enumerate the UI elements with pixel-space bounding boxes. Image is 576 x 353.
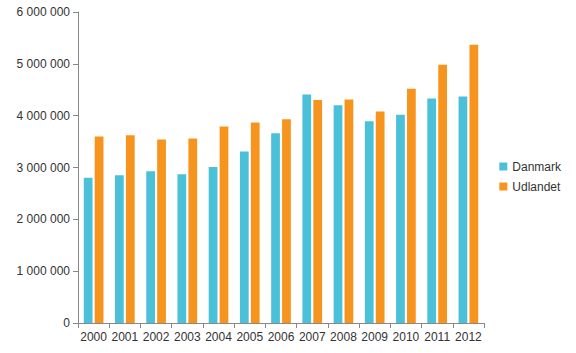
svg-text:2007: 2007 [299,330,326,344]
svg-text:Udlandet: Udlandet [512,180,561,194]
svg-text:2000: 2000 [80,330,107,344]
svg-text:6 000 000: 6 000 000 [17,5,71,19]
svg-text:2009: 2009 [361,330,388,344]
svg-text:2 000 000: 2 000 000 [17,212,71,226]
svg-text:5 000 000: 5 000 000 [17,57,71,71]
svg-text:0: 0 [63,316,70,330]
svg-text:2005: 2005 [236,330,263,344]
svg-text:2004: 2004 [205,330,232,344]
svg-text:3 000 000: 3 000 000 [17,161,71,175]
svg-text:2003: 2003 [174,330,201,344]
svg-text:4 000 000: 4 000 000 [17,109,71,123]
svg-text:Danmark: Danmark [512,160,562,174]
svg-text:2002: 2002 [143,330,170,344]
svg-text:2006: 2006 [268,330,295,344]
svg-text:2012: 2012 [455,330,482,344]
svg-text:2010: 2010 [393,330,420,344]
svg-text:1 000 000: 1 000 000 [17,264,71,278]
svg-text:2001: 2001 [111,330,138,344]
svg-text:2011: 2011 [424,330,450,344]
svg-text:2008: 2008 [330,330,357,344]
